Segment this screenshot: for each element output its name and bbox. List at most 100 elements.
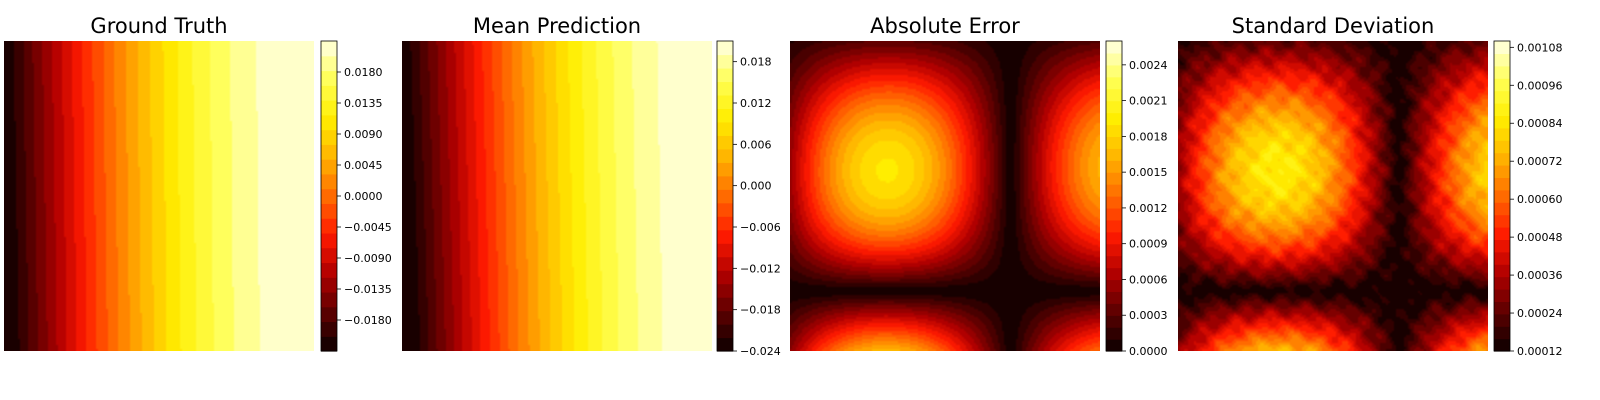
colorbar-tick-label: 0.0018 bbox=[1129, 130, 1168, 143]
colorbar-band bbox=[321, 291, 337, 308]
colorbar-band bbox=[321, 100, 337, 116]
colorbar-ground-truth: −0.0180 −0.0135 −0.0090 −0.0045 0.0000 0.0045… bbox=[320, 40, 392, 352]
colorbar-band bbox=[1494, 78, 1510, 92]
colorbar-band bbox=[1494, 177, 1510, 191]
colorbar-band bbox=[321, 203, 337, 219]
colorbar-frame bbox=[716, 40, 734, 352]
colorbar-tick-label: 0.00060 bbox=[1517, 193, 1563, 206]
panel-title-ground-truth: Ground Truth bbox=[90, 14, 227, 38]
colorbar-tick-label: −0.024 bbox=[740, 345, 781, 358]
colorbar-tick-label: 0.00072 bbox=[1517, 155, 1563, 168]
colorbar-band bbox=[1494, 202, 1510, 216]
colorbar-tick-label: 0.0012 bbox=[1129, 202, 1168, 215]
panel-standard-deviation: Standard Deviation 0.00012 0.00024 0.00036… bbox=[1178, 14, 1563, 358]
colorbar-band bbox=[321, 159, 337, 175]
colorbar-band bbox=[717, 67, 733, 83]
colorbar-tick-label: 0.012 bbox=[740, 97, 772, 110]
colorbar-tick-label: −0.018 bbox=[740, 304, 781, 317]
colorbar-band bbox=[717, 256, 733, 271]
colorbar-band bbox=[717, 229, 733, 244]
colorbar-band bbox=[1494, 165, 1510, 178]
colorbar-band bbox=[321, 306, 337, 323]
colorbar-band bbox=[1494, 140, 1510, 154]
colorbar-tick-label: 0.000 bbox=[740, 180, 772, 193]
colorbar-band bbox=[1494, 127, 1510, 141]
colorbar-band bbox=[1106, 148, 1122, 161]
colorbar-tick-label: 0.006 bbox=[740, 138, 772, 151]
colorbar-tick-label: −0.012 bbox=[740, 262, 781, 275]
colorbar-frame bbox=[1105, 40, 1123, 352]
colorbar-band bbox=[717, 135, 733, 150]
colorbar-band bbox=[321, 247, 337, 264]
colorbar-band bbox=[321, 85, 337, 101]
colorbar-band bbox=[1494, 41, 1510, 54]
colorbar-band bbox=[1106, 315, 1122, 328]
colorbar-band bbox=[1106, 207, 1122, 221]
colorbar-tick-label: 0.00108 bbox=[1517, 41, 1563, 54]
colorbar-tick-label: 0.0009 bbox=[1129, 238, 1168, 251]
colorbar-band bbox=[717, 54, 733, 69]
colorbar-band bbox=[717, 270, 733, 285]
colorbar-band bbox=[321, 232, 337, 249]
colorbar-tick-label: 0.018 bbox=[740, 56, 772, 69]
colorbar-band bbox=[1106, 267, 1122, 281]
heatmap-ground-truth bbox=[4, 41, 314, 351]
colorbar-band bbox=[717, 243, 733, 258]
colorbar-tick-label: 0.00096 bbox=[1517, 79, 1563, 92]
colorbar-band bbox=[1494, 103, 1510, 116]
colorbar-band bbox=[1494, 326, 1510, 340]
colorbar-band bbox=[717, 297, 733, 312]
colorbar-standard-deviation: 0.00012 0.00024 0.00036 0.00048 0.00060 0.000… bbox=[1493, 40, 1563, 358]
colorbar-band bbox=[1494, 313, 1510, 327]
colorbar-band bbox=[1106, 52, 1122, 66]
colorbar-tick-label: 0.0003 bbox=[1129, 309, 1168, 322]
colorbar-band bbox=[717, 189, 733, 204]
colorbar-band bbox=[1106, 88, 1122, 102]
colorbar-tick-label: −0.006 bbox=[740, 221, 781, 234]
colorbar-tick-label: 0.0024 bbox=[1129, 59, 1168, 72]
heatmap-standard-deviation bbox=[1178, 41, 1488, 351]
colorbar-band bbox=[1106, 231, 1122, 245]
colorbar-mean-prediction: −0.024 −0.018 −0.012 −0.006 0.000 0.006 0.012 0… bbox=[716, 40, 781, 358]
heatmap-mean-prediction bbox=[402, 41, 712, 351]
colorbar-band bbox=[1106, 339, 1122, 352]
colorbar-band bbox=[321, 262, 337, 278]
colorbar-tick-label: 0.0045 bbox=[344, 159, 383, 172]
colorbar-band bbox=[321, 144, 337, 160]
colorbar-band bbox=[1494, 264, 1510, 278]
panel-mean-prediction: Mean Prediction −0.024 −0.018 −0.012 −0.006… bbox=[402, 14, 781, 358]
colorbar-tick-label: −0.0135 bbox=[344, 283, 392, 296]
colorbar-band bbox=[321, 173, 337, 190]
colorbar-band bbox=[1106, 100, 1122, 114]
colorbar-band bbox=[1106, 64, 1122, 78]
colorbar-tick-label: −0.0090 bbox=[344, 252, 392, 265]
colorbar-band bbox=[1494, 301, 1510, 315]
colorbar-band bbox=[717, 175, 733, 190]
colorbar-band bbox=[1494, 189, 1510, 203]
colorbar-band bbox=[717, 283, 733, 298]
colorbar-tick-label: −0.0045 bbox=[344, 221, 392, 234]
colorbar-tick-label: 0.0000 bbox=[1129, 345, 1168, 358]
panel-title-standard-deviation: Standard Deviation bbox=[1232, 14, 1435, 38]
colorbar-tick-label: 0.00012 bbox=[1517, 345, 1563, 358]
colorbar-band bbox=[1494, 276, 1510, 290]
panel-title-absolute-error: Absolute Error bbox=[870, 14, 1020, 38]
colorbar-absolute-error: 0.0000 0.0003 0.0006 0.0009 0.0012 0.0015 0.00… bbox=[1105, 40, 1168, 358]
colorbar-band bbox=[1106, 196, 1122, 209]
colorbar-band bbox=[1494, 239, 1510, 253]
colorbar-band bbox=[1106, 303, 1122, 316]
colorbar-band bbox=[1494, 338, 1510, 352]
colorbar-band bbox=[321, 129, 337, 145]
colorbar-tick-label: 0.0021 bbox=[1129, 95, 1168, 108]
colorbar-band bbox=[1106, 76, 1122, 90]
panel-ground-truth: Ground Truth −0.0180 −0.0135 −0.0090 −0.004… bbox=[4, 14, 392, 352]
colorbar-band bbox=[717, 310, 733, 325]
colorbar-band bbox=[717, 162, 733, 177]
colorbar-band bbox=[1106, 124, 1122, 137]
colorbar-band bbox=[321, 336, 337, 352]
colorbar-tick-label: 0.00084 bbox=[1517, 117, 1563, 130]
colorbar-band bbox=[1106, 255, 1122, 269]
colorbar-band bbox=[1494, 227, 1510, 240]
colorbar-band bbox=[1106, 136, 1122, 149]
